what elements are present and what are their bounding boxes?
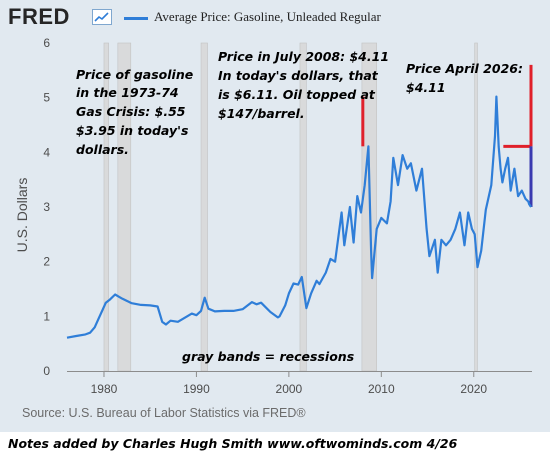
y-tick-label: 0 (43, 364, 50, 378)
fred-graph-icon (92, 9, 112, 25)
fred-logo[interactable]: FRED (8, 4, 70, 29)
series-line (66, 95, 532, 339)
y-tick-label: 2 (43, 255, 50, 269)
annotation-crisis: Price of gasoline in the 1973-74 Gas Cri… (76, 67, 193, 157)
annotation-line: Price in July 2008: $4.11 (218, 49, 389, 64)
annotation-line: $147/barrel. (218, 106, 305, 121)
x-tick-label: 1990 (183, 382, 210, 396)
chart-svg: 0 1 2 3 4 5 6 1980 1990 2000 2010 2020 U.S. Dollar… (14, 36, 533, 396)
annotation-recessions: gray bands = recessions (182, 349, 354, 364)
x-tick-label: 1980 (91, 382, 118, 396)
annotation-line: $3.95 in today's (76, 123, 188, 138)
annotation-line: in the 1973-74 (76, 85, 179, 100)
annotation-line: $4.11 (406, 80, 446, 95)
annotation-2026: Price April 2026: $4.11 (406, 61, 523, 95)
legend-series-title[interactable]: Average Price: Gasoline, Unleaded Regula… (154, 9, 381, 24)
annotation-line: dollars. (76, 142, 129, 157)
recession-band (474, 42, 478, 372)
x-ticks: 1980 1990 2000 2010 2020 (91, 371, 487, 396)
y-axis-label: U.S. Dollars (14, 178, 30, 253)
notes-credit: Notes added by Charles Hugh Smith www.of… (8, 436, 458, 451)
recession-band (200, 42, 208, 372)
annotation-line: In today's dollars, that (218, 68, 379, 83)
y-tick-label: 4 (43, 145, 50, 159)
annotation-line: Price April 2026: (406, 61, 523, 76)
y-tick-label: 6 (43, 36, 50, 50)
legend-swatch (124, 17, 148, 20)
y-tick-label: 1 (43, 309, 50, 323)
y-tick-label: 5 (43, 91, 50, 105)
annotation-line: Price of gasoline (76, 67, 193, 82)
annotation-line: Gas Crisis: $.55 (76, 104, 186, 119)
chart-header: FRED Average Price: Gasoline, Unleaded R… (0, 0, 550, 36)
x-tick-label: 2010 (368, 382, 395, 396)
source-note[interactable]: Source: U.S. Bureau of Labor Statistics … (22, 406, 306, 420)
annotation-2008: Price in July 2008: $4.11 In today's dol… (218, 49, 389, 121)
y-ticks: 0 1 2 3 4 5 6 (43, 36, 50, 378)
series-layer (66, 95, 532, 339)
annotation-line: is $6.11. Oil topped at (218, 87, 376, 102)
x-tick-label: 2020 (460, 382, 487, 396)
price-markers (361, 64, 533, 207)
y-tick-label: 3 (43, 200, 50, 214)
x-tick-label: 2000 (276, 382, 303, 396)
